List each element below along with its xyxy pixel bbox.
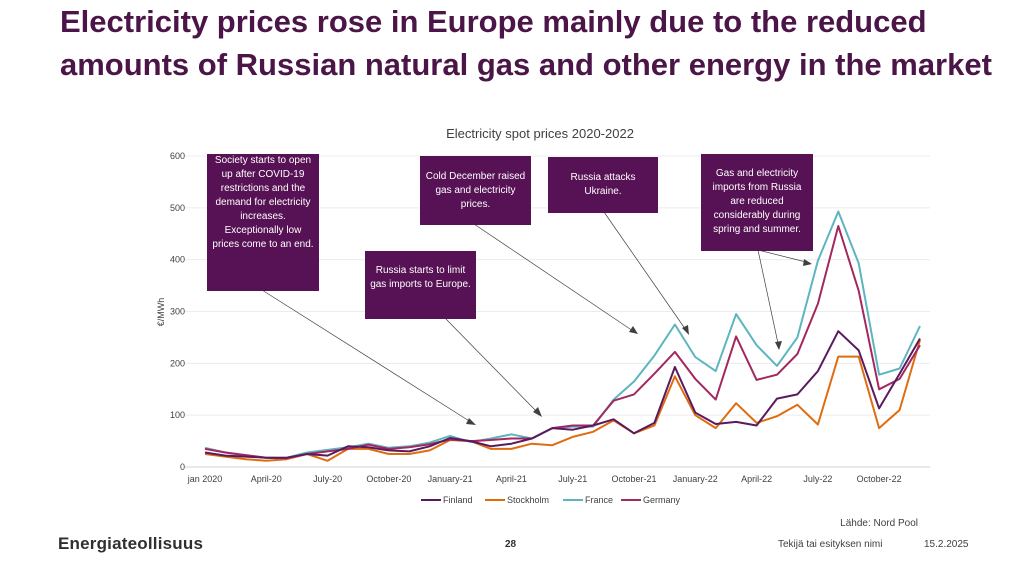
x-tick-label: July-21 [558,474,587,484]
annotation-covid: Society starts to open up after COVID-19… [207,154,319,291]
legend-label-stockholm: Stockholm [507,495,549,505]
arrow-imports-1-head [775,341,782,350]
arrow-imports-2 [757,249,811,264]
page-number: 28 [505,539,517,550]
legend-label-france: France [585,495,613,505]
y-tick-label: 200 [170,358,185,368]
legend-label-germany: Germany [643,495,681,505]
annotation-december: Cold December raised gas and electricity… [420,156,531,225]
slide-title: Electricity prices rose in Europe mainly… [60,4,992,82]
series-line-germany [204,225,921,460]
y-tick-label: 500 [170,203,185,213]
x-tick-label: October-21 [611,474,656,484]
series-lines [204,210,921,462]
annotation-ukraine: Russia attacks Ukraine. [548,157,658,213]
x-tick-label: July-22 [803,474,832,484]
y-tick-label: 300 [170,307,185,317]
y-axis-ticks: 0 100 200 300 400 500 600 [170,151,185,472]
arrow-december-head [629,326,638,334]
annotation-arrows [261,211,812,425]
y-tick-label: 0 [180,462,185,472]
arrow-imports-2-head [803,259,812,266]
source-note: Lähde: Nord Pool [840,518,918,529]
company-logo: Energiateollisuus [58,534,204,553]
x-tick-label: April-20 [251,474,282,484]
arrow-ukraine [603,211,689,334]
legend-label-finland: Finland [443,495,473,505]
chart-title: Electricity spot prices 2020-2022 [446,126,634,141]
x-tick-label: April-21 [496,474,527,484]
arrow-ukraine-head [682,325,689,335]
x-tick-label: jan 2020 [187,474,223,484]
arrow-covid [261,289,475,425]
x-tick-label: January-22 [673,474,718,484]
x-tick-label: October-20 [366,474,411,484]
y-tick-label: 100 [170,410,185,420]
y-axis-label: €/MWh [156,298,166,327]
x-tick-label: April-22 [741,474,772,484]
y-tick-label: 600 [170,151,185,161]
x-tick-label: January-21 [428,474,473,484]
arrow-december [473,223,637,334]
footer-author: Tekijä tai esityksen nimi [778,539,883,550]
x-tick-label: October-22 [857,474,902,484]
arrow-imports-1 [757,249,780,349]
legend: Finland Stockholm France Germany [421,495,681,505]
annotation-imports: Gas and electricity imports from Russia … [701,154,813,251]
x-tick-label: July-20 [313,474,342,484]
x-axis-ticks: jan 2020 April-20 July-20 October-20 January… [187,474,902,484]
arrow-covid-head [466,418,476,425]
footer-date: 15.2.2025 [924,539,969,550]
y-tick-label: 400 [170,255,185,265]
series-line-stockholm [204,339,921,462]
annotation-gas-limit: Russia starts to limit gas imports to Eu… [365,251,476,319]
arrow-gas-limit [444,317,541,416]
arrow-gas-limit-head [533,407,542,417]
series-line-finland [204,330,921,459]
